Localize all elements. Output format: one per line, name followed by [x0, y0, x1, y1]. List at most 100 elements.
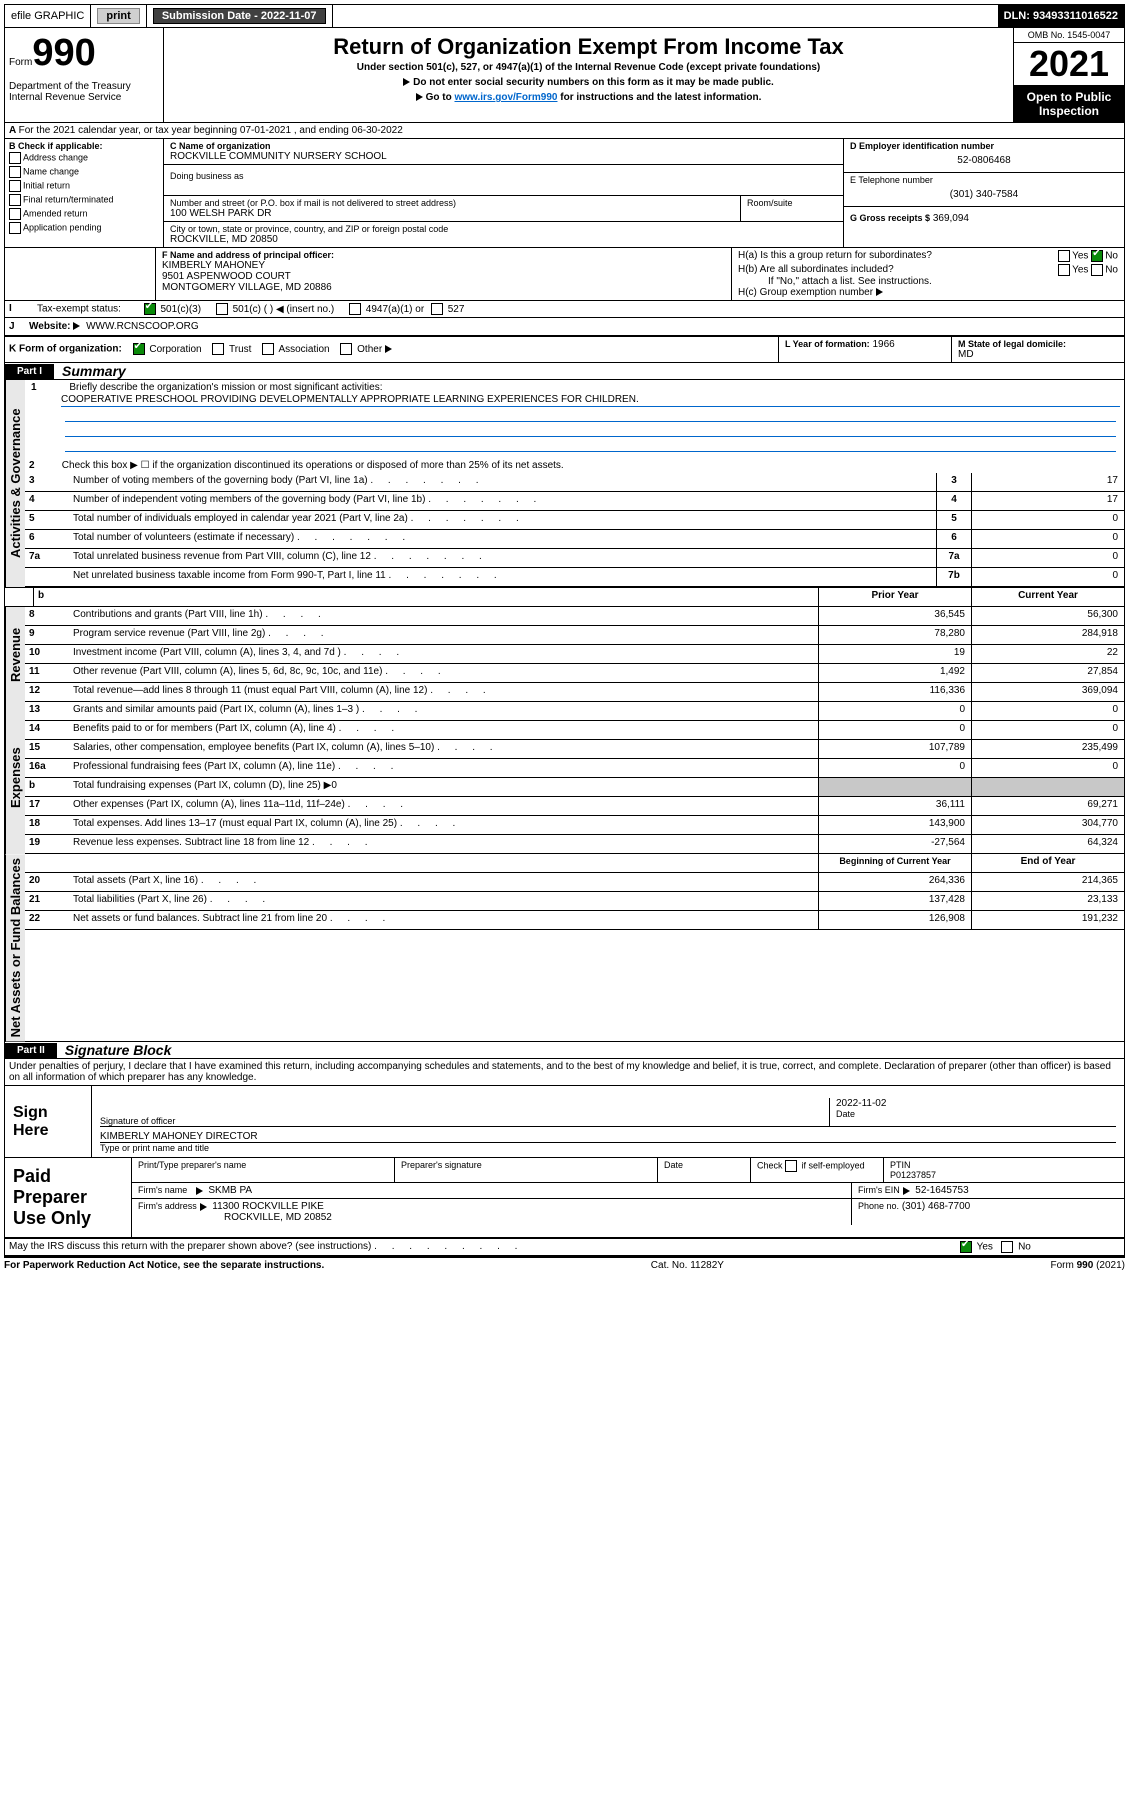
- org-name: ROCKVILLE COMMUNITY NURSERY SCHOOL: [170, 151, 837, 162]
- col-eoy: End of Year: [971, 854, 1124, 872]
- omb-number: OMB No. 1545-0047: [1014, 28, 1124, 43]
- firm-phone: (301) 468-7700: [902, 1201, 970, 1212]
- chk-final-return[interactable]: Final return/terminated: [9, 193, 159, 207]
- side-governance: Activities & Governance: [5, 380, 25, 587]
- col-boy: Beginning of Current Year: [818, 854, 971, 872]
- declaration-text: Under penalties of perjury, I declare th…: [5, 1059, 1124, 1086]
- open-public-inspection: Open to Public Inspection: [1014, 86, 1124, 122]
- table-row: 7a Total unrelated business revenue from…: [25, 549, 1124, 568]
- h-c-label: H(c) Group exemption number: [738, 287, 1118, 298]
- h-b-yes[interactable]: [1058, 264, 1070, 276]
- tax-year: 2021: [1014, 43, 1124, 86]
- chk-501c[interactable]: [216, 303, 228, 315]
- h-b-label: H(b) Are all subordinates included?: [738, 264, 894, 276]
- chk-self-employed[interactable]: [785, 1160, 797, 1172]
- print-btn-wrap: print: [91, 5, 146, 27]
- paid-preparer-label: Paid Preparer Use Only: [5, 1158, 132, 1237]
- footer-left: For Paperwork Reduction Act Notice, see …: [4, 1260, 324, 1271]
- submission-date-button[interactable]: Submission Date - 2022-11-07: [153, 8, 326, 24]
- sign-here-label: Sign Here: [5, 1086, 92, 1157]
- form-number: 990: [32, 32, 95, 74]
- sig-date-label: Date: [836, 1109, 1116, 1119]
- col-header-row-2: Beginning of Current Year End of Year: [25, 854, 1124, 873]
- website-row: J Website: WWW.RCNSCOOP.ORG: [5, 318, 1124, 337]
- h-b-note: If "No," attach a list. See instructions…: [738, 276, 1118, 287]
- firm-addr1: 11300 ROCKVILLE PIKE: [212, 1201, 324, 1212]
- title-box: Return of Organization Exempt From Incom…: [164, 28, 1013, 122]
- h-a-no[interactable]: [1091, 250, 1103, 262]
- part2-num: Part II: [5, 1043, 57, 1058]
- sig-date-value: 2022-11-02: [836, 1098, 1116, 1109]
- sign-here-block: Sign Here Signature of officer 2022-11-0…: [5, 1086, 1124, 1158]
- ptin-value: P01237857: [890, 1170, 1118, 1180]
- firm-phone-label: Phone no.: [858, 1201, 899, 1211]
- chk-other[interactable]: [340, 343, 352, 355]
- chk-amended-return[interactable]: Amended return: [9, 207, 159, 221]
- table-row: 18 Total expenses. Add lines 13–17 (must…: [25, 816, 1124, 835]
- form-container: Form990 Department of the Treasury Inter…: [4, 28, 1125, 1258]
- year-formation: 1966: [872, 339, 894, 350]
- officer-name: KIMBERLY MAHONEY: [162, 260, 725, 271]
- l-label: L Year of formation:: [785, 339, 870, 349]
- line-b-num: b: [34, 588, 78, 606]
- chk-application-pending[interactable]: Application pending: [9, 221, 159, 235]
- firm-name: SKMB PA: [208, 1185, 252, 1196]
- prep-date-label: Date: [658, 1158, 751, 1182]
- section-b: B Check if applicable: Address change Na…: [5, 139, 164, 247]
- note-link-line: Go to www.irs.gov/Form990 for instructio…: [172, 92, 1005, 103]
- part1-title: Summary: [54, 363, 126, 379]
- chk-trust[interactable]: [212, 343, 224, 355]
- chk-corporation[interactable]: [133, 343, 145, 355]
- chk-initial-return[interactable]: Initial return: [9, 179, 159, 193]
- form-of-org-row: K Form of organization: Corporation Trus…: [5, 337, 1124, 363]
- irs-link[interactable]: www.irs.gov/Form990: [454, 92, 557, 103]
- website-label: Website:: [29, 321, 71, 332]
- table-row: 21 Total liabilities (Part X, line 26) .…: [25, 892, 1124, 911]
- gross-receipts-value: 369,094: [933, 213, 969, 224]
- ein-value: 52-0806468: [850, 151, 1118, 170]
- part1-num: Part I: [5, 364, 54, 379]
- table-row: 8 Contributions and grants (Part VIII, l…: [25, 607, 1124, 626]
- gross-receipts-label: G Gross receipts $: [850, 213, 930, 223]
- section-c: C Name of organization ROCKVILLE COMMUNI…: [164, 139, 843, 247]
- discuss-no[interactable]: [1001, 1241, 1013, 1253]
- chk-address-change[interactable]: Address change: [9, 151, 159, 165]
- table-row: 22 Net assets or fund balances. Subtract…: [25, 911, 1124, 930]
- dln-box: DLN: 93493311016522: [998, 5, 1124, 27]
- line-a-period: A For the 2021 calendar year, or tax yea…: [5, 123, 1124, 139]
- section-h: H(a) Is this a group return for subordin…: [732, 248, 1124, 300]
- firm-addr2: ROCKVILLE, MD 20852: [138, 1212, 845, 1223]
- ein-label: D Employer identification number: [850, 141, 1118, 151]
- discuss-yes[interactable]: [960, 1241, 972, 1253]
- form-title: Return of Organization Exempt From Incom…: [172, 34, 1005, 60]
- dept-treasury: Department of the Treasury Internal Reve…: [9, 81, 159, 103]
- table-row: 4 Number of independent voting members o…: [25, 492, 1124, 511]
- table-row: 3 Number of voting members of the govern…: [25, 473, 1124, 492]
- summary-revenue: Revenue 8 Contributions and grants (Part…: [5, 607, 1124, 702]
- m-label: M State of legal domicile:: [958, 339, 1118, 349]
- table-row: 13 Grants and similar amounts paid (Part…: [25, 702, 1124, 721]
- h-a-label: H(a) Is this a group return for subordin…: [738, 250, 932, 262]
- h-b-no[interactable]: [1091, 264, 1103, 276]
- chk-4947[interactable]: [349, 303, 361, 315]
- chk-501c3[interactable]: [144, 303, 156, 315]
- side-revenue: Revenue: [5, 607, 25, 702]
- chk-527[interactable]: [431, 303, 443, 315]
- col-header-row-1: b Prior Year Current Year: [5, 587, 1124, 607]
- officer-group-block: F Name and address of principal officer:…: [5, 248, 1124, 301]
- side-expenses: Expenses: [5, 702, 25, 854]
- city-label: City or town, state or province, country…: [170, 224, 837, 234]
- mission-text: COOPERATIVE PRESCHOOL PROVIDING DEVELOPM…: [61, 393, 1120, 407]
- col-prior-year: Prior Year: [818, 588, 971, 606]
- chk-association[interactable]: [262, 343, 274, 355]
- chk-name-change[interactable]: Name change: [9, 165, 159, 179]
- section-f: F Name and address of principal officer:…: [156, 248, 732, 300]
- form-number-box: Form990 Department of the Treasury Inter…: [5, 28, 164, 122]
- tax-status-row: I Tax-exempt status: 501(c)(3) 501(c) ( …: [5, 301, 1124, 318]
- table-row: 14 Benefits paid to or for members (Part…: [25, 721, 1124, 740]
- h-a-yes[interactable]: [1058, 250, 1070, 262]
- footer-right: Form 990 (2021): [1051, 1260, 1125, 1271]
- print-button[interactable]: print: [97, 8, 139, 24]
- table-row: 19 Revenue less expenses. Subtract line …: [25, 835, 1124, 854]
- street-label: Number and street (or P.O. box if mail i…: [170, 198, 734, 208]
